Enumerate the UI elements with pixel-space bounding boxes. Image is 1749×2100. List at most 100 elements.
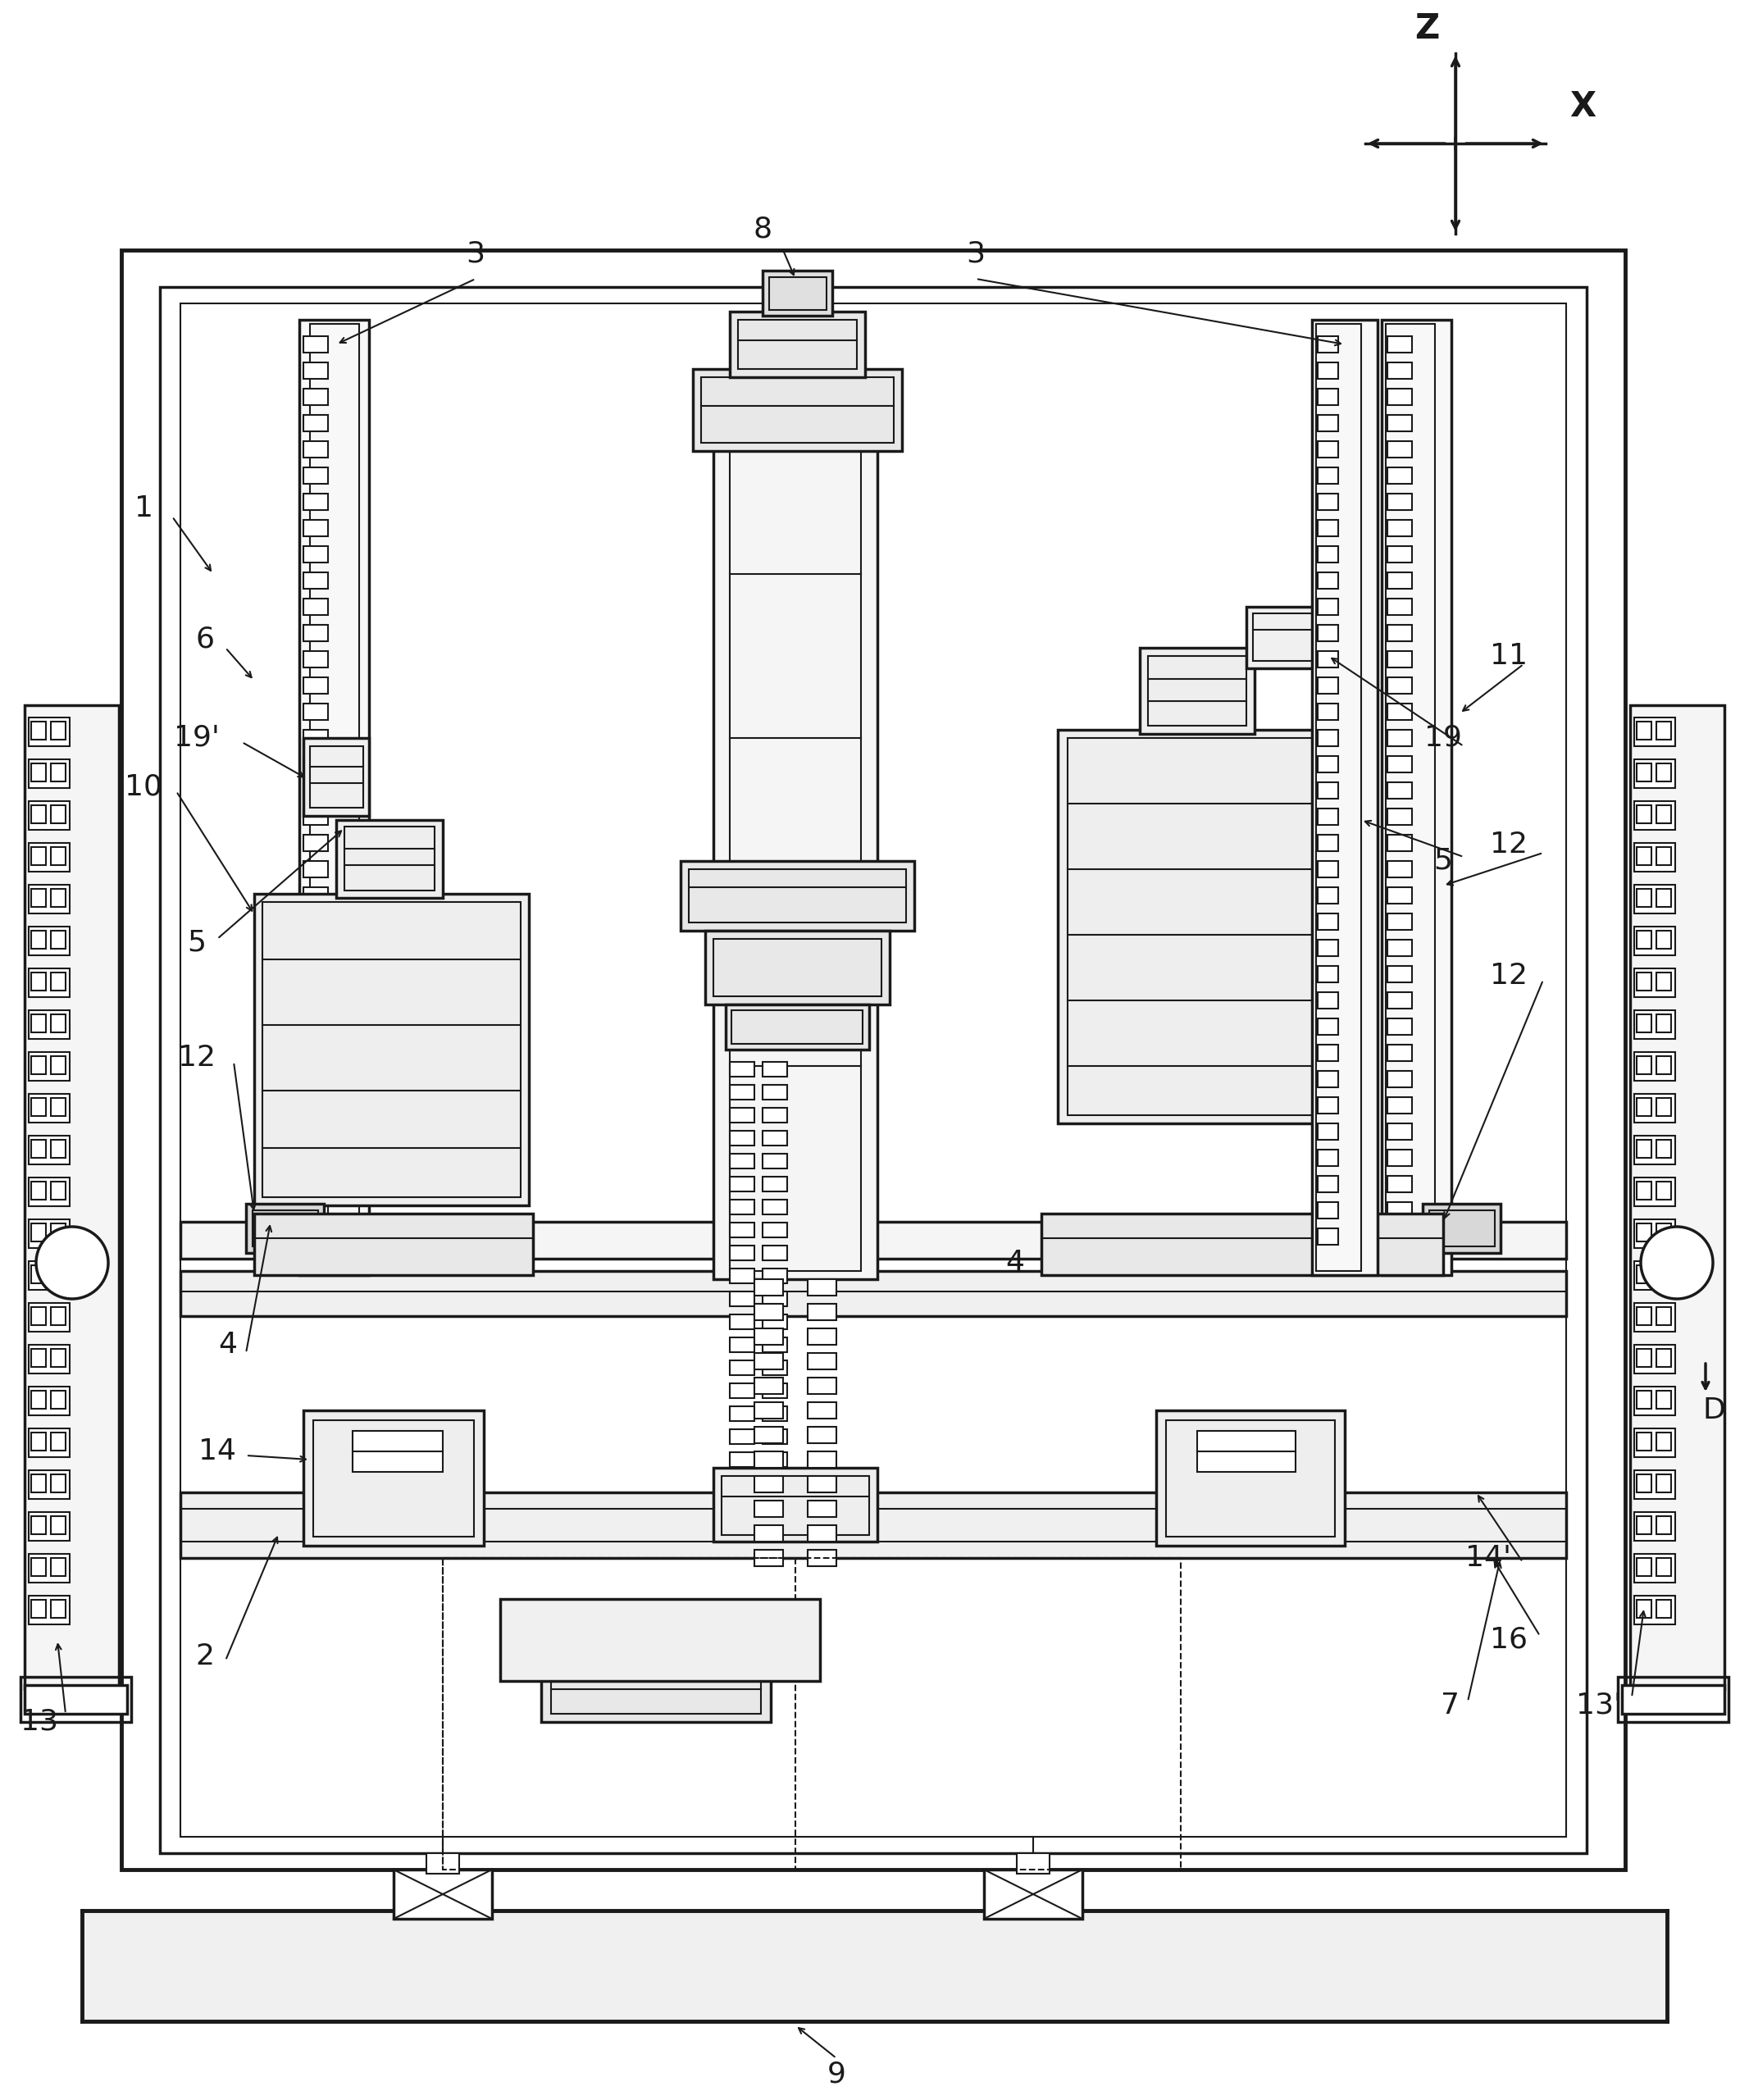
Bar (31, 1264, 45, 1283)
Bar (1387, 388, 1411, 405)
Bar (1656, 1014, 1670, 1033)
Bar (252, 1210, 318, 1247)
Bar (1317, 1096, 1338, 1113)
Bar (303, 991, 329, 1008)
Bar (763, 1291, 787, 1306)
Bar (310, 746, 364, 808)
Bar (808, 1502, 836, 1516)
Bar (303, 914, 329, 930)
Bar (28, 1302, 70, 1331)
Bar (303, 966, 329, 983)
Bar (763, 1407, 787, 1422)
Bar (729, 1338, 754, 1352)
Text: 4: 4 (1006, 1249, 1025, 1277)
Bar (303, 1071, 329, 1088)
Bar (1317, 1044, 1338, 1060)
Bar (1317, 991, 1338, 1008)
Bar (303, 1124, 329, 1140)
Bar (754, 1329, 784, 1344)
Bar (1317, 939, 1338, 956)
Bar (303, 836, 329, 850)
Circle shape (1641, 1226, 1712, 1300)
Bar (442, 1558, 1181, 1869)
Bar (247, 1203, 324, 1254)
Bar (28, 760, 70, 788)
Bar (763, 1338, 787, 1352)
Bar (31, 1306, 45, 1325)
Bar (303, 704, 329, 720)
Text: 19: 19 (1424, 724, 1462, 752)
Bar (51, 1474, 66, 1493)
Bar (51, 1432, 66, 1451)
Bar (31, 1140, 45, 1157)
Bar (1637, 1264, 1651, 1283)
Bar (303, 737, 369, 817)
Bar (31, 1056, 45, 1075)
Bar (701, 378, 894, 443)
Bar (303, 388, 329, 405)
Bar (1317, 783, 1338, 798)
Bar (28, 800, 70, 830)
Bar (28, 926, 70, 956)
Bar (714, 1468, 878, 1541)
Bar (763, 1086, 787, 1100)
Bar (31, 1182, 45, 1199)
Bar (1317, 441, 1338, 458)
Text: 6: 6 (196, 626, 215, 653)
Bar (763, 1430, 787, 1445)
Bar (303, 546, 329, 563)
Text: 3: 3 (467, 239, 484, 269)
Bar (303, 1201, 329, 1218)
Bar (763, 1130, 787, 1144)
Bar (1656, 1140, 1670, 1157)
Bar (28, 1220, 70, 1247)
Text: 12: 12 (1490, 962, 1527, 989)
Bar (303, 783, 329, 798)
Bar (1387, 704, 1411, 720)
Text: 16: 16 (1490, 1625, 1527, 1655)
Bar (1387, 1201, 1411, 1218)
Bar (254, 895, 528, 1205)
Bar (1167, 1420, 1334, 1537)
Circle shape (37, 1226, 108, 1300)
Bar (729, 1176, 754, 1191)
Bar (303, 336, 329, 353)
Bar (729, 1086, 754, 1100)
Bar (1656, 1516, 1670, 1535)
Bar (1387, 1071, 1411, 1088)
Bar (729, 1109, 754, 1124)
Bar (1140, 647, 1254, 733)
Bar (754, 1476, 784, 1493)
Bar (180, 1508, 1565, 1541)
Bar (51, 804, 66, 823)
Bar (28, 1596, 70, 1625)
Bar (763, 1222, 787, 1237)
Bar (1058, 731, 1369, 1124)
Bar (738, 319, 857, 370)
Bar (303, 521, 329, 536)
Bar (1637, 972, 1651, 991)
Bar (1656, 722, 1670, 739)
Bar (1637, 1558, 1651, 1575)
Bar (985, 1869, 1083, 1919)
Bar (1317, 1176, 1338, 1193)
Bar (303, 861, 329, 878)
Text: 9: 9 (827, 2060, 847, 2089)
Bar (1387, 756, 1411, 773)
Bar (1637, 1306, 1651, 1325)
Bar (808, 1451, 836, 1468)
Bar (1317, 731, 1338, 746)
Bar (1317, 914, 1338, 930)
Bar (1618, 1678, 1728, 1722)
Bar (28, 884, 70, 914)
Bar (1634, 1094, 1676, 1124)
Bar (1637, 1474, 1651, 1493)
Bar (808, 1352, 836, 1369)
Bar (1016, 1852, 1049, 1873)
Bar (763, 1361, 787, 1376)
Bar (1252, 613, 1313, 661)
Bar (31, 1474, 45, 1493)
Text: 12: 12 (1490, 832, 1527, 859)
Bar (313, 1420, 474, 1537)
Bar (1656, 1182, 1670, 1199)
